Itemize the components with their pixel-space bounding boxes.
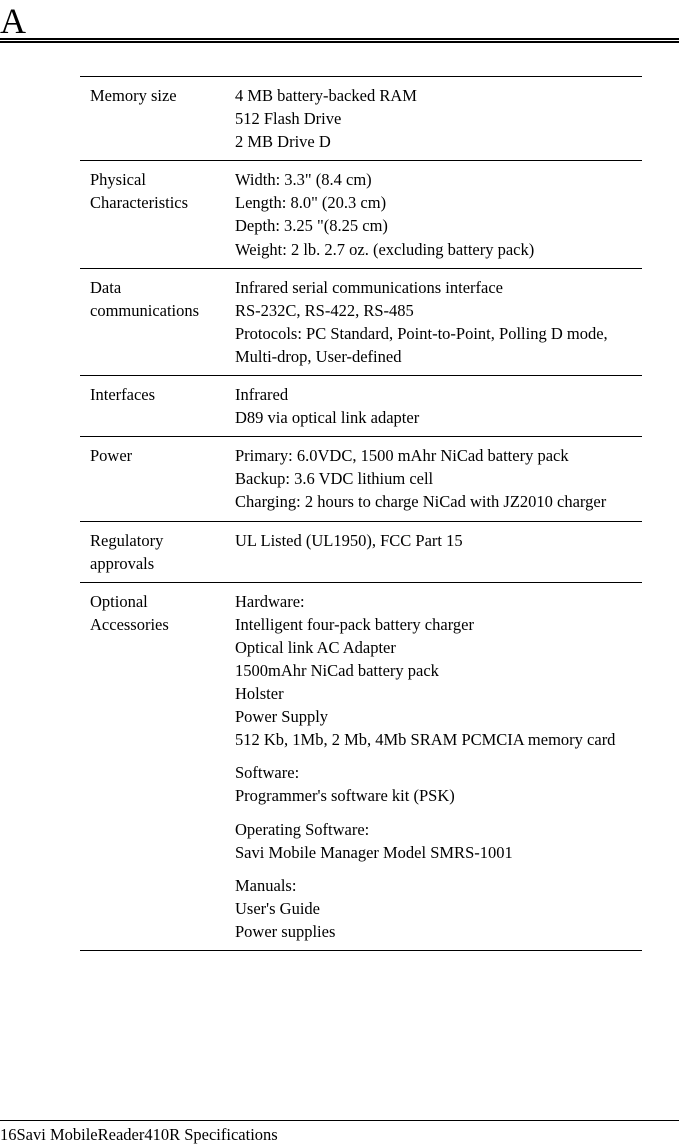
specifications-table: Memory size4 MB battery-backed RAM512 Fl… [80,76,642,951]
spec-value: InfraredD89 via optical link adapter [225,376,642,437]
spec-value: UL Listed (UL1950), FCC Part 15 [225,521,642,582]
appendix-letter: A [0,0,26,42]
header-rule [0,38,679,42]
spec-section: UL Listed (UL1950), FCC Part 15 [235,529,632,552]
spec-value: Primary: 6.0VDC, 1500 mAhr NiCad battery… [225,437,642,521]
footer-rule [0,1120,679,1121]
spec-value: Hardware:Intelligent four-pack battery c… [225,582,642,950]
spec-section: 4 MB battery-backed RAM512 Flash Drive2 … [235,84,632,153]
table-row: InterfacesInfraredD89 via optical link a… [80,376,642,437]
spec-label: Physical Characteristics [80,161,225,268]
table-row: Optional AccessoriesHardware:Intelligent… [80,582,642,950]
spec-value: Width: 3.3" (8.4 cm)Length: 8.0" (20.3 c… [225,161,642,268]
spec-section: Software:Programmer's software kit (PSK) [235,761,632,807]
spec-label: Power [80,437,225,521]
spec-value: 4 MB battery-backed RAM512 Flash Drive2 … [225,77,642,161]
table-row: Data communicationsInfrared serial commu… [80,268,642,375]
spec-section: Infrared serial communications interface… [235,276,632,368]
spec-label: Memory size [80,77,225,161]
spec-section: Primary: 6.0VDC, 1500 mAhr NiCad battery… [235,444,632,513]
table-row: Regulatory approvals UL Listed (UL1950), … [80,521,642,582]
spec-label: Interfaces [80,376,225,437]
spec-section: Hardware:Intelligent four-pack battery c… [235,590,632,752]
spec-section: Width: 3.3" (8.4 cm)Length: 8.0" (20.3 c… [235,168,632,260]
spec-label: Regulatory approvals [80,521,225,582]
spec-value: Infrared serial communications interface… [225,268,642,375]
table-row: PowerPrimary: 6.0VDC, 1500 mAhr NiCad ba… [80,437,642,521]
footer-text: 16Savi MobileReader410R Specifications [0,1125,278,1145]
table-row: Memory size4 MB battery-backed RAM512 Fl… [80,77,642,161]
spec-label: Data communications [80,268,225,375]
spec-section: Manuals:User's GuidePower supplies [235,874,632,943]
spec-section: InfraredD89 via optical link adapter [235,383,632,429]
spec-section: Operating Software:Savi Mobile Manager M… [235,818,632,864]
table-row: Physical CharacteristicsWidth: 3.3" (8.4… [80,161,642,268]
spec-label: Optional Accessories [80,582,225,950]
